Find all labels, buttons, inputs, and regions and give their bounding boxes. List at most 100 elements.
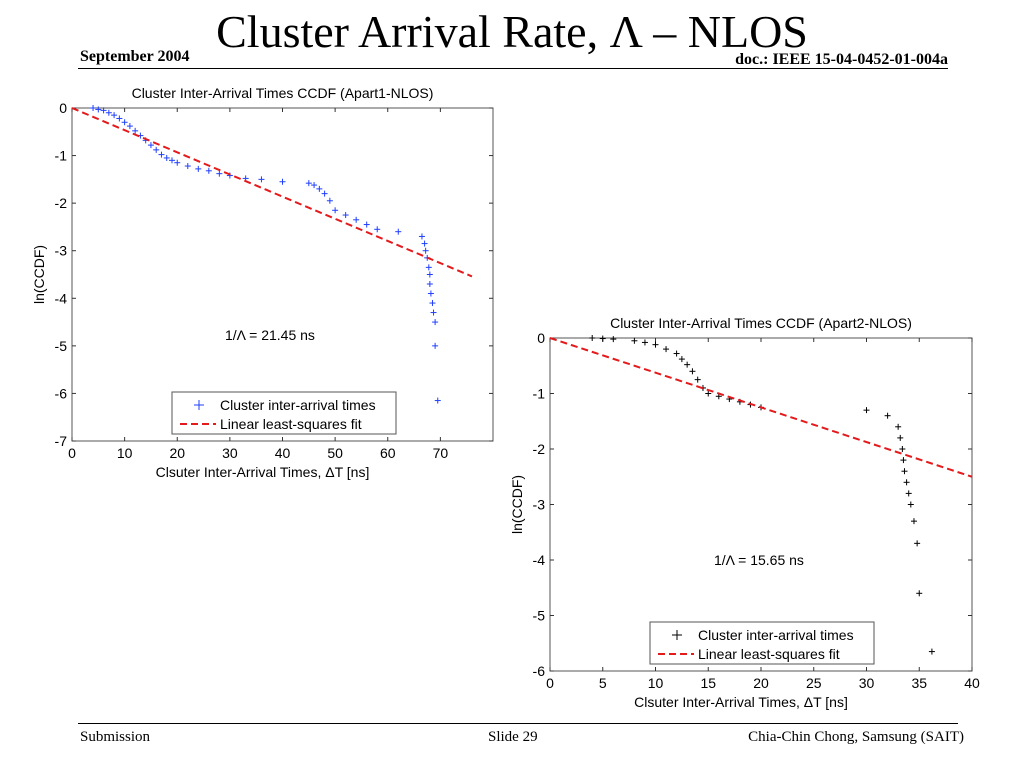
y-tick-label: 0 [537, 330, 545, 346]
data-point [342, 212, 349, 219]
header-divider [78, 68, 948, 69]
footer-divider [78, 723, 958, 724]
chart-apart1: 0 10 20 30 40 50 60 70 0 -1 -2 -3 -4 -5 -6 -7 Cluster In… [31, 85, 494, 480]
x-tick-label: 40 [275, 445, 291, 461]
data-point [631, 337, 638, 344]
data-point [610, 336, 617, 343]
legend-box [649, 621, 875, 665]
data-point [184, 163, 191, 170]
x-tick-label: 20 [169, 445, 185, 461]
data-point [353, 216, 360, 223]
x-tick-label: 20 [753, 675, 769, 691]
data-point [363, 221, 370, 228]
data-point [652, 341, 659, 348]
data-point [897, 434, 904, 441]
data-point [326, 197, 333, 204]
data-point [914, 540, 921, 547]
footer-submission: Submission [80, 729, 151, 745]
data-point [332, 207, 339, 214]
plot-frame [71, 107, 494, 442]
data-point [147, 142, 154, 149]
x-tick-label: 0 [546, 675, 554, 691]
data-point [121, 119, 128, 126]
data-point [132, 127, 139, 134]
data-point [429, 300, 436, 307]
data-point [900, 457, 907, 464]
y-tick-label: -1 [55, 148, 68, 164]
y-tick-label: -4 [533, 552, 546, 568]
data-point [863, 407, 870, 414]
data-point [928, 648, 935, 655]
data-point [694, 376, 701, 383]
data-point [279, 178, 286, 185]
data-point [111, 112, 118, 119]
x-tick-label: 30 [859, 675, 875, 691]
data-point [425, 264, 432, 271]
data-point [907, 501, 914, 508]
data-point [311, 182, 318, 189]
data-point [168, 157, 175, 164]
x-tick-label: 15 [700, 675, 716, 691]
data-point [432, 319, 439, 326]
y-tick-label: -5 [55, 338, 68, 354]
y-tick-label: -3 [533, 497, 546, 513]
chart-title: Cluster Inter-Arrival Times CCDF (Apart1… [132, 85, 434, 101]
y-tick-label: -2 [533, 441, 546, 457]
data-point [426, 281, 433, 288]
x-tick-label: 50 [327, 445, 343, 461]
fit-annotation: 1/Λ = 21.45 ns [225, 327, 315, 343]
data-point [422, 247, 429, 254]
x-tick-label: 10 [648, 675, 664, 691]
data-point [910, 518, 917, 525]
data-point [663, 346, 670, 353]
data-point [374, 226, 381, 233]
fit-annotation: 1/Λ = 15.65 ns [714, 552, 804, 568]
legend-entry-fit: Linear least-squares fit [220, 416, 362, 432]
data-point [158, 151, 165, 158]
data-point [205, 167, 212, 174]
x-tick-label: 70 [433, 445, 449, 461]
x-tick-label: 0 [68, 445, 76, 461]
data-point [895, 423, 902, 430]
data-point [589, 335, 596, 341]
footer-author: Chia-Chin Chong, Samsung (SAIT) [748, 729, 964, 745]
legend-box [171, 391, 397, 435]
data-point [905, 490, 912, 497]
data-point [434, 397, 441, 404]
data-point [427, 290, 434, 297]
data-point [901, 468, 908, 475]
data-point [641, 339, 648, 346]
x-tick-label: 25 [806, 675, 822, 691]
data-point [899, 446, 906, 452]
data-point [418, 233, 425, 240]
data-point [216, 170, 223, 177]
x-tick-label: 60 [380, 445, 396, 461]
data-point [916, 590, 923, 597]
x-tick-label: 35 [911, 675, 927, 691]
header-doc-id: doc.: IEEE 15-04-0452-01-004a [735, 51, 948, 68]
data-point [126, 123, 133, 130]
data-point [163, 154, 170, 161]
footer-slide-number: Slide 29 [488, 729, 538, 745]
y-tick-label: 0 [59, 100, 67, 116]
x-tick-label: 30 [222, 445, 238, 461]
legend-entry-points: Cluster inter-arrival times [220, 397, 376, 413]
data-point [321, 190, 328, 197]
y-tick-label: -6 [533, 663, 546, 679]
data-point [673, 350, 680, 357]
legend-entry-fit: Linear least-squares fit [698, 646, 840, 662]
y-tick-label: -7 [55, 433, 68, 449]
data-point [305, 180, 312, 187]
legend: Cluster inter-arrival times Linear least-… [171, 391, 397, 435]
y-tick-label: -5 [533, 608, 546, 624]
data-point [90, 105, 97, 111]
slide-title: Cluster Arrival Rate, Λ – NLOS [216, 6, 808, 57]
data-point [105, 109, 112, 116]
data-point [421, 240, 428, 247]
fit-line [71, 107, 473, 278]
data-point [884, 412, 891, 419]
data-point [426, 271, 433, 278]
data-point [100, 107, 107, 114]
data-point [195, 165, 202, 172]
data-point [689, 368, 696, 375]
